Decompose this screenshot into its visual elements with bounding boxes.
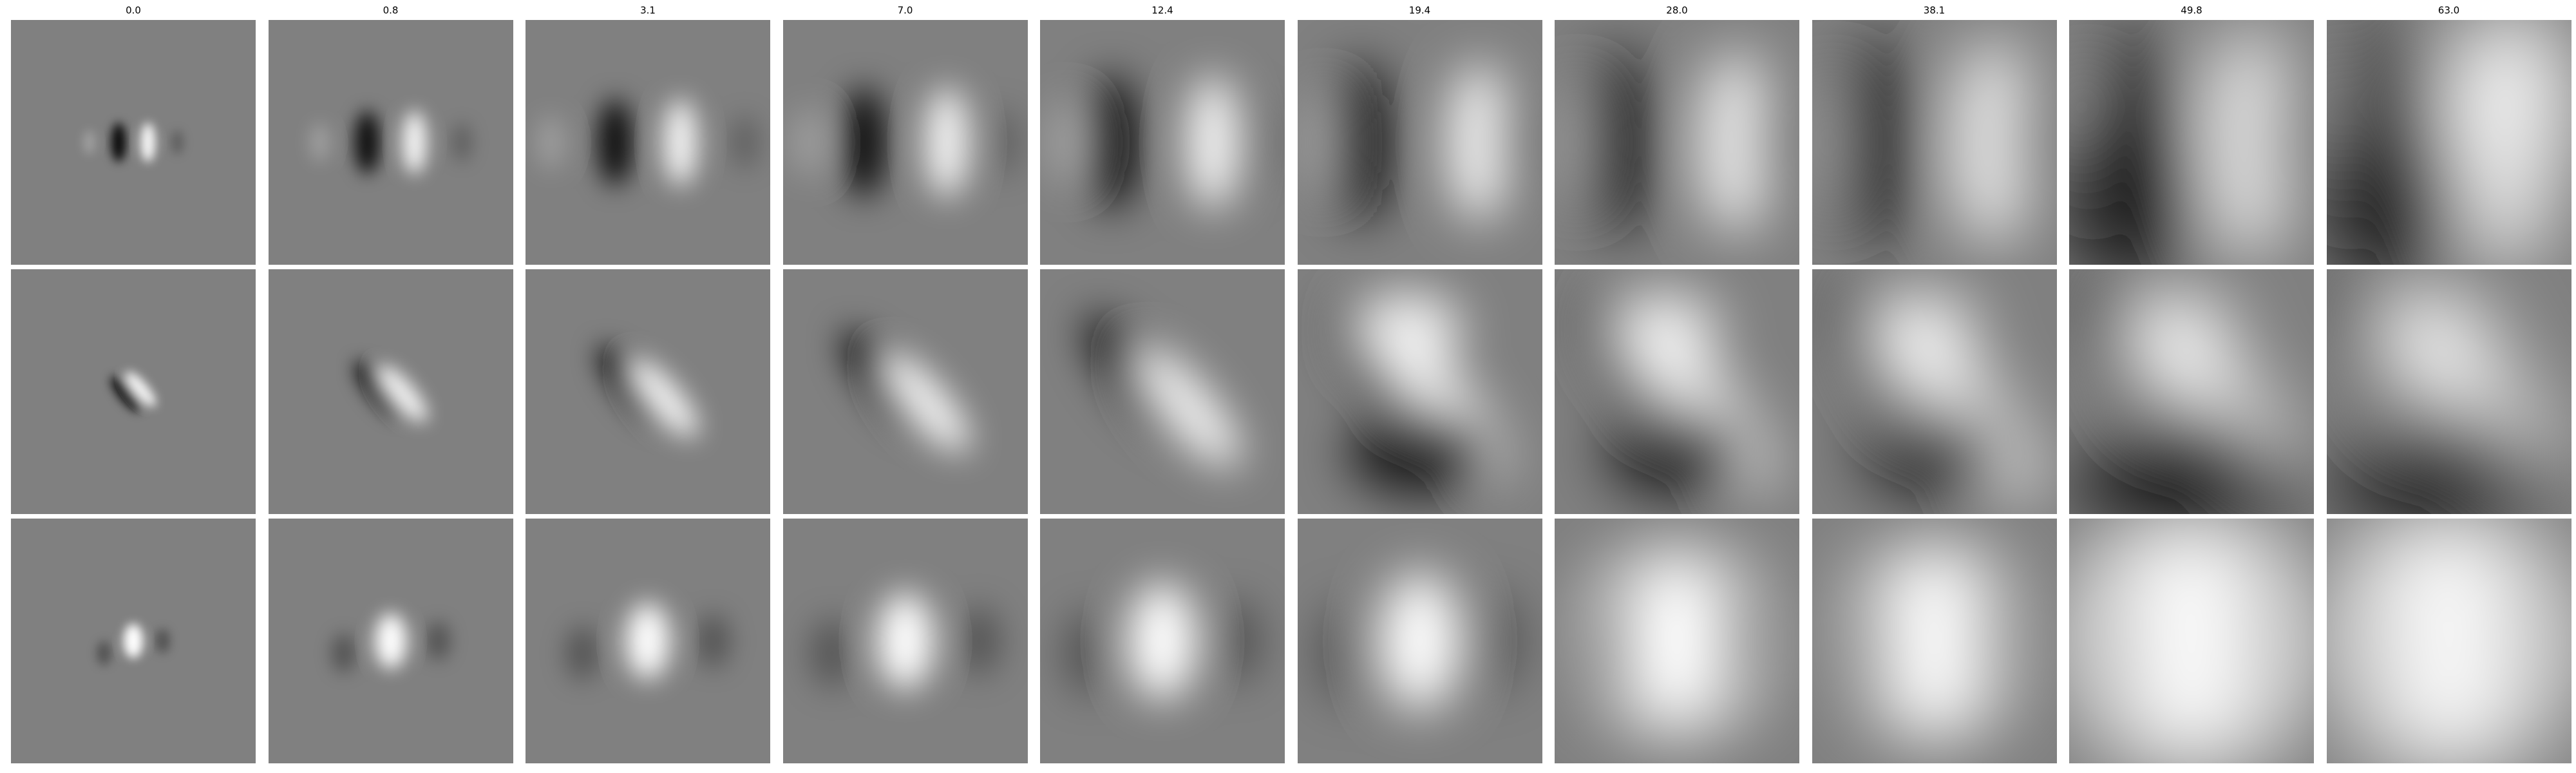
filter-tile [2326, 519, 2571, 763]
column-title: 49.8 [2181, 5, 2202, 16]
column-title: 7.0 [897, 5, 913, 16]
filter-tile [1555, 269, 1799, 514]
column-title: 19.4 [1408, 5, 1431, 16]
column-title: 0.8 [383, 5, 399, 16]
filter-tile [1297, 269, 1542, 514]
filter-tile [1555, 20, 1799, 265]
filter-tile [782, 519, 1028, 763]
filter-tile [526, 269, 770, 514]
column-title: 38.1 [1923, 5, 1946, 16]
filter-tile [1812, 269, 2057, 514]
filter-tile [268, 519, 513, 763]
filter-tile [2069, 20, 2314, 265]
filter-tile [1555, 519, 1799, 763]
filter-tile [11, 269, 256, 514]
filter-tile [268, 20, 513, 265]
filter-tile [526, 20, 770, 265]
column-title: 28.0 [1666, 5, 1688, 16]
column-title: 63.0 [2438, 5, 2460, 16]
column-title: 0.0 [126, 5, 141, 16]
filter-tile [1297, 519, 1542, 763]
filter-tile [1812, 20, 2057, 265]
column-title: 12.4 [1151, 5, 1173, 16]
filter-tile [2069, 269, 2314, 514]
filter-tile [2326, 20, 2571, 265]
filter-tile [2069, 519, 2314, 763]
filter-tile [1040, 20, 1285, 265]
filter-tile [1812, 519, 2057, 763]
filter-tile [11, 20, 256, 265]
filter-tile [1297, 20, 1542, 265]
filter-tile [268, 269, 513, 514]
column-title: 3.1 [640, 5, 656, 16]
filter-tile [11, 519, 256, 763]
filter-tile [1040, 269, 1285, 514]
filter-tile [2326, 269, 2571, 514]
filter-tile [526, 519, 770, 763]
filter-tile [1040, 519, 1285, 763]
filter-tile [782, 20, 1028, 265]
filter-tile [782, 269, 1028, 514]
